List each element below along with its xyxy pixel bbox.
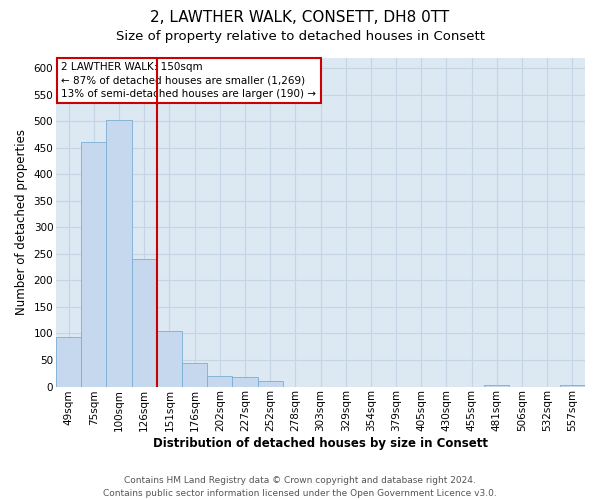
Y-axis label: Number of detached properties: Number of detached properties bbox=[15, 129, 28, 315]
Bar bbox=[257, 381, 283, 386]
Bar bbox=[56, 337, 81, 386]
Bar bbox=[232, 377, 257, 386]
X-axis label: Distribution of detached houses by size in Consett: Distribution of detached houses by size … bbox=[153, 437, 488, 450]
Bar bbox=[131, 259, 157, 386]
Bar bbox=[106, 120, 131, 386]
Bar bbox=[207, 376, 232, 386]
Text: 2 LAWTHER WALK: 150sqm
← 87% of detached houses are smaller (1,269)
13% of semi-: 2 LAWTHER WALK: 150sqm ← 87% of detached… bbox=[61, 62, 316, 99]
Text: 2, LAWTHER WALK, CONSETT, DH8 0TT: 2, LAWTHER WALK, CONSETT, DH8 0TT bbox=[151, 10, 449, 25]
Bar bbox=[157, 331, 182, 386]
Text: Contains HM Land Registry data © Crown copyright and database right 2024.
Contai: Contains HM Land Registry data © Crown c… bbox=[103, 476, 497, 498]
Bar bbox=[182, 362, 207, 386]
Bar bbox=[81, 142, 106, 386]
Text: Size of property relative to detached houses in Consett: Size of property relative to detached ho… bbox=[115, 30, 485, 43]
